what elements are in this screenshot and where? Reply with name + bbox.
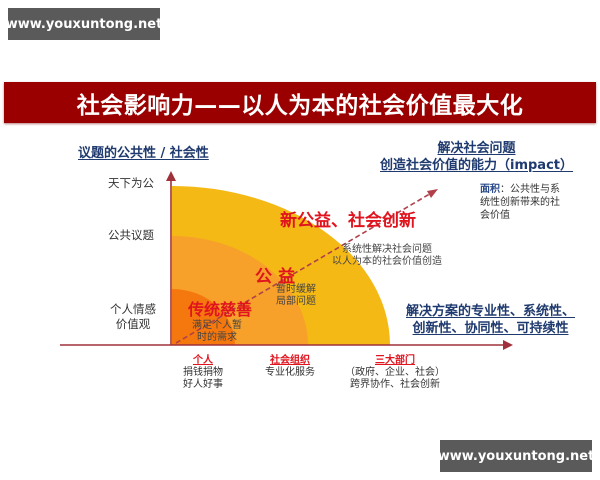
- growth-dashed-arrow: [175, 191, 434, 344]
- zone-note-line1: 满足个人暂: [192, 320, 242, 331]
- impact-title-line2: 创造社会价值的能力（impact）: [380, 158, 574, 173]
- zone-inner-arc: [172, 289, 235, 345]
- y-tick-personal-values: 个人情感 价值观: [110, 302, 156, 332]
- category-head: 三大部门: [375, 355, 415, 366]
- arrowhead-icon: [427, 189, 438, 198]
- x-axis-arrow-icon: [503, 340, 513, 350]
- area-note-2: 统性创新带来的社: [480, 197, 560, 208]
- zone-note-line1: 系统性解决社会问题: [342, 244, 432, 255]
- y-axis-title: 议题的公共性 / 社会性: [78, 146, 209, 161]
- page-title: 社会影响力——以人为本的社会价值最大化: [76, 92, 524, 119]
- x-axis-title-line2: 创新性、协同性、可持续性: [412, 321, 569, 336]
- x-axis-title-line1: 解决方案的专业性、系统性、: [406, 304, 576, 319]
- y-tick-public-issue: 公共议题: [108, 228, 154, 242]
- impact-title: 解决社会问题 创造社会价值的能力（impact）: [380, 140, 573, 174]
- category-head: 社会组织: [270, 355, 310, 366]
- y-axis-arrow-icon: [166, 171, 176, 181]
- x-axis-title: 解决方案的专业性、系统性、 创新性、协同性、可持续性: [406, 303, 575, 337]
- category-head: 个人: [193, 355, 213, 366]
- area-note: 面积：公共性与系 统性创新带来的社 会价值: [480, 183, 560, 222]
- zone-note-line2: 以人为本的社会价值创造: [332, 256, 442, 267]
- zone-note-line2: 时的需求: [197, 332, 237, 343]
- zone-note-line1: 暂时缓解: [276, 284, 316, 295]
- area-key: 面积: [480, 184, 500, 195]
- header-bar: 社会影响力——以人为本的社会价值最大化: [4, 82, 596, 123]
- category-line2: 好人好事: [183, 379, 223, 390]
- category-line1: （政府、企业、社会）: [345, 367, 445, 378]
- y-tick-tianxia: 天下为公: [108, 176, 154, 190]
- zone-note-line2: 局部问题: [276, 296, 316, 307]
- area-note-1: ：公共性与系: [500, 184, 560, 195]
- zone-title-philanthropy: 公益: [255, 267, 301, 287]
- area-note-3: 会价值: [480, 210, 510, 221]
- category-line1: 专业化服务: [265, 367, 315, 378]
- x-category-social-org: 社会组织 专业化服务: [258, 355, 322, 379]
- watermark-bottom: www.youxuntong.net: [438, 440, 594, 472]
- zone-title-social-innovation: 新公益、社会创新: [280, 211, 416, 231]
- y-tick-line2: 价值观: [115, 317, 151, 331]
- x-category-three-sectors: 三大部门 （政府、企业、社会） 跨界协作、社会创新: [340, 355, 450, 391]
- x-category-individual: 个人 捐钱捐物 好人好事: [183, 355, 223, 391]
- zone-note-social-innovation: 系统性解决社会问题 以人为本的社会价值创造: [332, 244, 442, 268]
- category-line2: 跨界协作、社会创新: [350, 379, 440, 390]
- zone-title-traditional-charity: 传统慈善: [188, 300, 253, 319]
- zone-note-traditional-charity: 满足个人暂 时的需求: [192, 320, 242, 344]
- impact-title-line1: 解决社会问题: [437, 141, 516, 156]
- watermark-top: www.youxuntong.net: [6, 8, 162, 40]
- category-line1: 捐钱捐物: [183, 367, 223, 378]
- zone-note-philanthropy: 暂时缓解 局部问题: [276, 284, 316, 308]
- y-tick-line1: 个人情感: [110, 302, 156, 316]
